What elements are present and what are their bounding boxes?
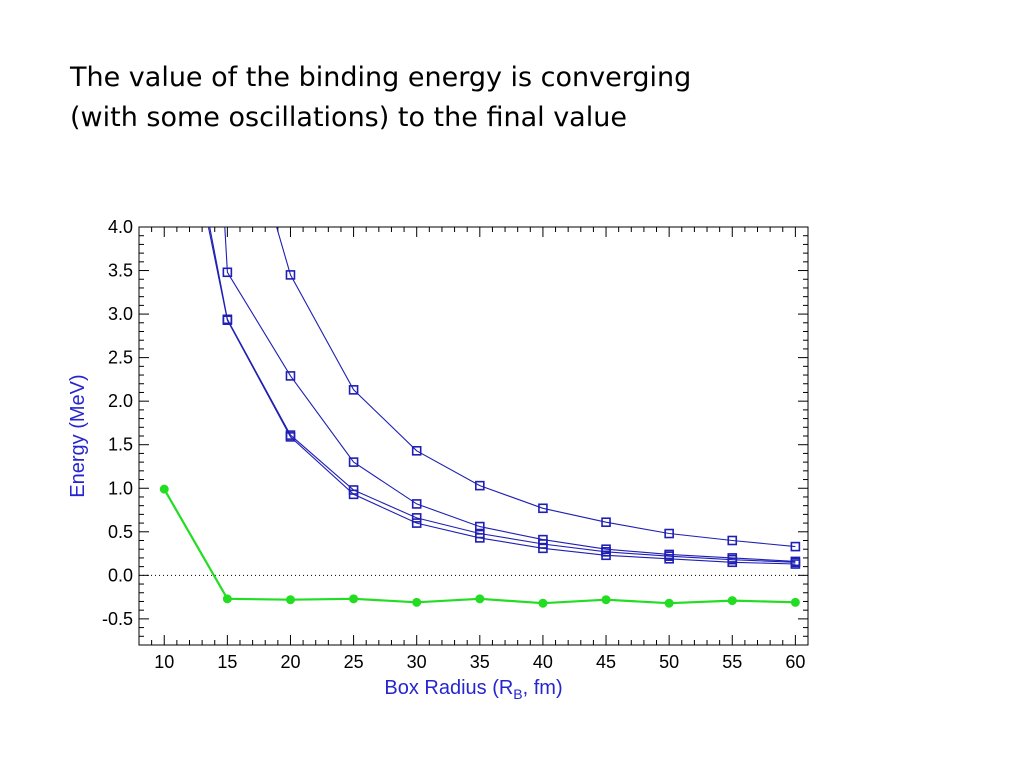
data-point <box>475 521 485 532</box>
data-point <box>222 315 233 325</box>
data-point <box>601 595 611 605</box>
data-point <box>475 594 485 604</box>
x-tick-label: 55 <box>722 652 742 672</box>
x-tick-label: 20 <box>280 652 300 672</box>
data-point <box>727 557 738 568</box>
series-line-5 <box>163 488 796 605</box>
data-point <box>285 432 296 442</box>
data-point <box>222 267 233 278</box>
data-point <box>538 503 548 514</box>
x-tick-label: 60 <box>785 652 805 672</box>
y-tick-label: 4.0 <box>108 217 133 237</box>
x-tick-label: 50 <box>659 652 679 672</box>
y-tick-label: 1.0 <box>108 478 133 498</box>
data-point <box>664 598 674 608</box>
data-point <box>285 595 295 605</box>
x-axis-title: Box Radius (RB, fm) <box>384 677 562 702</box>
data-point <box>285 371 296 381</box>
data-point <box>411 446 422 456</box>
data-point <box>348 457 359 467</box>
y-tick-label: 1.5 <box>108 435 133 455</box>
data-point <box>349 594 359 604</box>
slide-title-line-2: (with some oscillations) to the final va… <box>70 102 627 133</box>
plot-area <box>159 227 801 608</box>
data-point <box>727 535 738 546</box>
data-point <box>727 596 737 606</box>
data-point <box>790 559 801 569</box>
data-point <box>790 541 801 552</box>
data-point <box>411 513 422 523</box>
data-point <box>664 528 674 539</box>
x-tick-label: 15 <box>217 652 237 672</box>
y-tick-label: 3.5 <box>108 261 133 281</box>
y-tick-label: 0.0 <box>108 565 133 585</box>
y-axis-title: Energy (MeV) <box>67 374 89 497</box>
data-point <box>412 597 422 607</box>
series-line-1 <box>276 227 796 548</box>
data-point <box>285 270 296 280</box>
data-point <box>475 480 485 491</box>
plot-frame <box>138 226 809 646</box>
data-point <box>601 517 611 528</box>
data-point <box>348 489 359 500</box>
data-point <box>159 484 169 494</box>
data-point <box>411 499 422 509</box>
data-point <box>411 518 422 528</box>
data-point <box>222 594 232 604</box>
y-tick-label: 2.5 <box>108 348 133 368</box>
slide-title: The value of the binding energy is conve… <box>70 58 930 138</box>
x-tick-label: 10 <box>154 652 174 672</box>
slide-title-line-1: The value of the binding energy is conve… <box>70 62 692 93</box>
series-line-3 <box>209 227 796 563</box>
data-point <box>601 550 611 561</box>
y-tick-label: 2.0 <box>108 391 133 411</box>
x-tick-label: 35 <box>470 652 490 672</box>
y-tick-label: 0.5 <box>108 522 133 542</box>
data-point <box>348 385 359 395</box>
x-tick-label: 40 <box>533 652 553 672</box>
series-line-4 <box>207 227 796 565</box>
series-line-2 <box>224 227 796 562</box>
data-point <box>475 533 485 543</box>
x-tick-label: 45 <box>596 652 616 672</box>
data-point <box>664 553 674 564</box>
data-point <box>538 598 548 608</box>
x-tick-label: 30 <box>407 652 427 672</box>
y-tick-label: 3.0 <box>108 304 133 324</box>
data-point <box>790 597 800 607</box>
data-point <box>538 543 548 554</box>
y-tick-label: -0.5 <box>102 609 133 629</box>
x-tick-label: 25 <box>344 652 364 672</box>
